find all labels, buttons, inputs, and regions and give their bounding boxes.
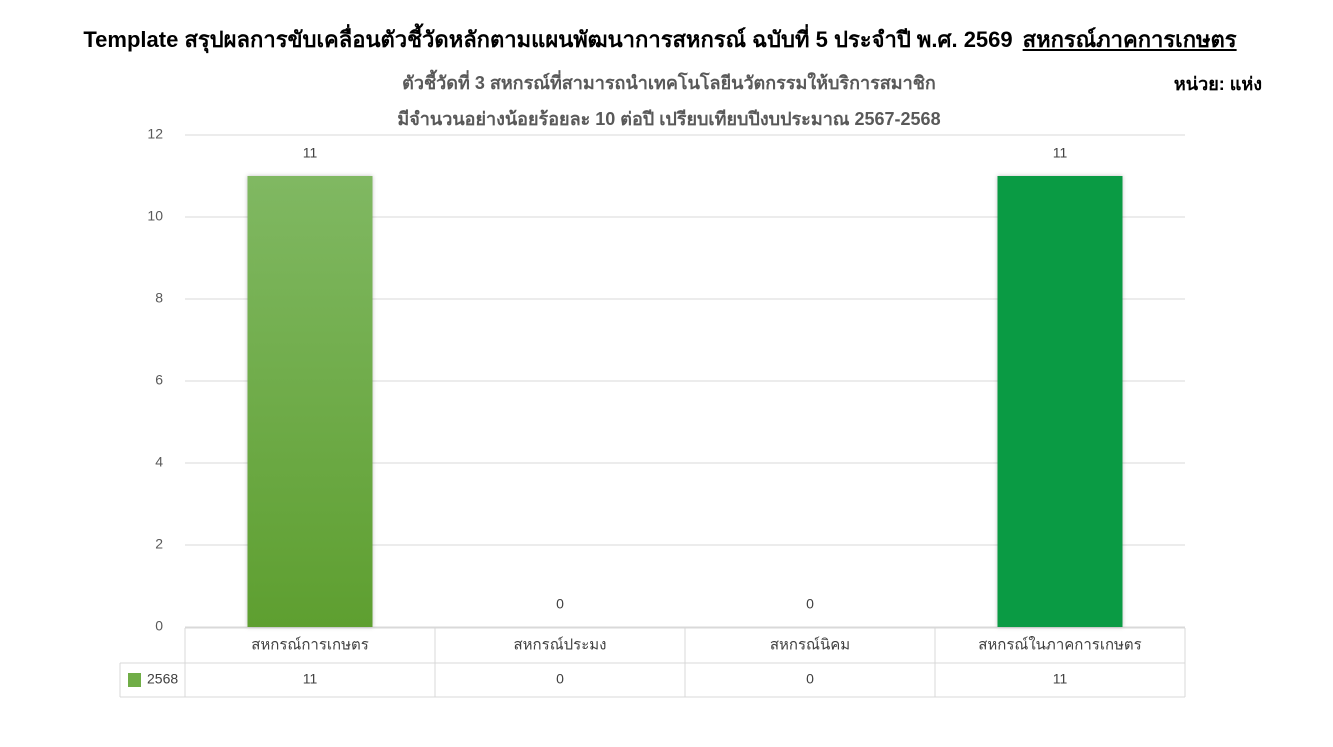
y-tick-label: 10	[147, 208, 163, 224]
data-label: 0	[556, 596, 564, 612]
subtitle: ตัวชี้วัดที่ 3 สหกรณ์ที่สามารถนำเทคโนโลย…	[402, 69, 936, 93]
y-tick-label: 8	[155, 290, 163, 306]
data-label: 11	[303, 145, 318, 161]
y-tick-label: 2	[155, 536, 163, 552]
table-value: 0	[806, 671, 814, 687]
x-tick-label: สหกรณ์นิคม	[770, 636, 850, 653]
table-value: 0	[556, 671, 564, 687]
y-tick-label: 12	[147, 126, 163, 142]
title-highlight: สหกรณ์ภาคการเกษตร	[1022, 27, 1237, 52]
y-tick-label: 6	[155, 372, 163, 388]
chart: ตัวชี้วัดที่ 3 สหกรณ์ที่สามารถนำเทคโนโลย…	[119, 69, 1262, 698]
legend-key	[128, 673, 141, 687]
table-value: 11	[1053, 671, 1068, 687]
title-text: Template สรุปผลการขับเคลื่อนตัวชี้วัดหลั…	[83, 27, 1013, 52]
x-tick-label: สหกรณ์ประมง	[514, 636, 607, 653]
bar	[997, 176, 1123, 627]
data-label: 0	[806, 596, 814, 612]
subtitle: มีจำนวนอย่างน้อยร้อยละ 10 ต่อปี เปรียบเท…	[397, 109, 940, 129]
title: Template สรุปผลการขับเคลื่อนตัวชี้วัดหลั…	[0, 22, 1320, 57]
bar	[247, 176, 373, 627]
x-tick-label: สหกรณ์ในภาคการเกษตร	[978, 635, 1141, 653]
y-tick-label: 4	[155, 454, 163, 470]
y-tick-label: 0	[155, 618, 163, 634]
unit-label: หน่วย: แห่ง	[1174, 74, 1262, 94]
table-value: 11	[303, 671, 318, 687]
legend-label: 2568	[147, 671, 178, 687]
x-tick-label: สหกรณ์การเกษตร	[251, 636, 369, 653]
data-label: 11	[1053, 145, 1068, 161]
